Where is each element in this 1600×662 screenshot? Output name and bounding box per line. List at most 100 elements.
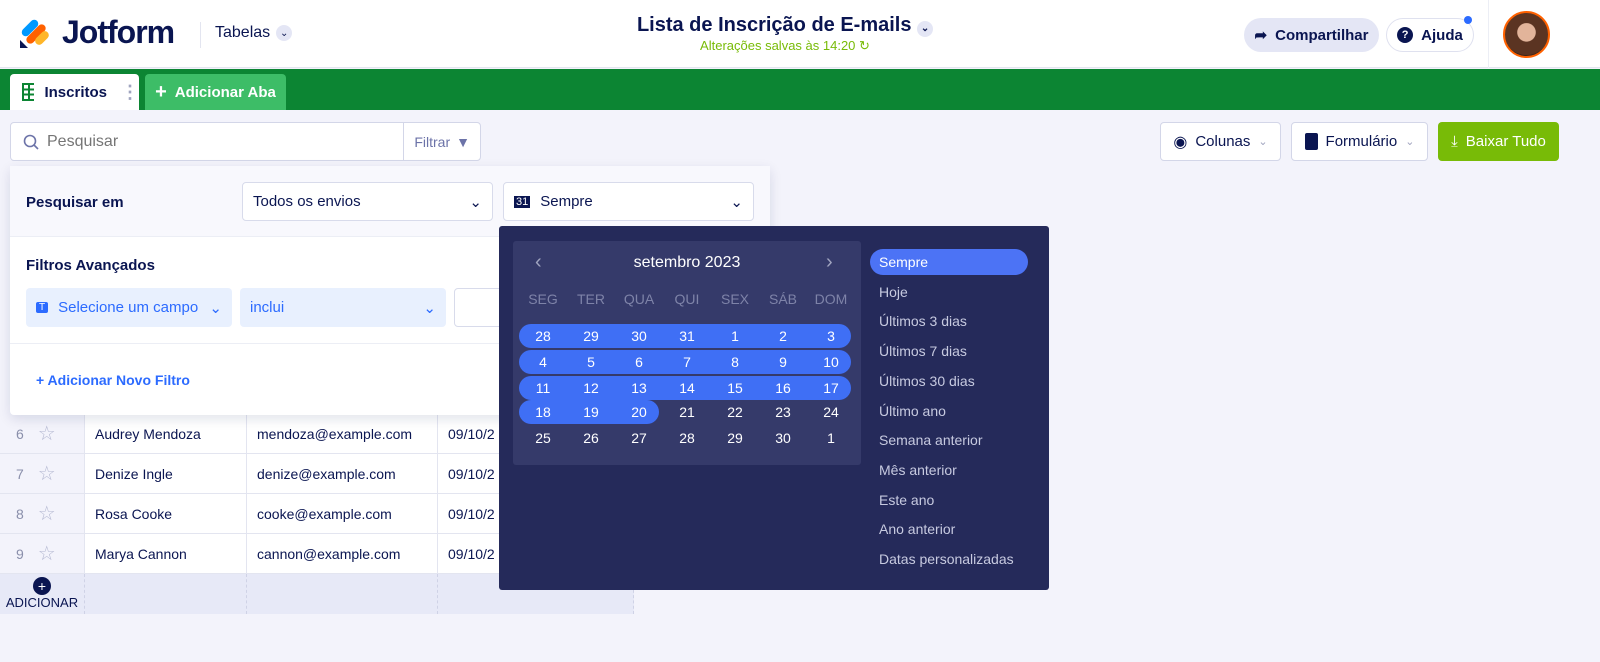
plus-icon: + bbox=[36, 372, 48, 388]
eye-icon: ◉ bbox=[1173, 133, 1188, 151]
calendar-day[interactable]: 23 bbox=[775, 404, 791, 420]
calendar-day[interactable]: 28 bbox=[535, 328, 551, 344]
operator-value: inclui bbox=[250, 299, 285, 316]
add-row-button[interactable]: + ADICIONAR bbox=[0, 574, 85, 614]
operator-select[interactable]: inclui ⌄ bbox=[240, 288, 446, 327]
search-input[interactable] bbox=[39, 132, 404, 151]
add-tab-label: Adicionar Aba bbox=[174, 83, 276, 101]
calendar-day[interactable]: 16 bbox=[775, 380, 791, 396]
calendar-day[interactable]: 2 bbox=[779, 328, 787, 344]
date-preset-option[interactable]: Últimos 7 dias bbox=[879, 343, 967, 360]
calendar-day[interactable]: 7 bbox=[683, 354, 691, 370]
calendar-day[interactable]: 13 bbox=[631, 380, 647, 396]
calendar-day[interactable]: 17 bbox=[823, 380, 839, 396]
calendar-day[interactable]: 22 bbox=[727, 404, 743, 420]
calendar-day[interactable]: 6 bbox=[635, 354, 643, 370]
form-button[interactable]: Formulário ⌄ bbox=[1291, 122, 1428, 161]
date-preset-option[interactable]: Últimos 3 dias bbox=[879, 313, 967, 330]
filter-button[interactable]: Filtrar ▼ bbox=[403, 123, 480, 160]
month-label: setembro 2023 bbox=[633, 254, 741, 271]
email-cell[interactable]: mendoza@example.com bbox=[247, 414, 438, 453]
tab-inscritos[interactable]: Inscritos ⋮ bbox=[10, 74, 139, 110]
calendar-day[interactable]: 11 bbox=[535, 380, 551, 396]
date-preset-option[interactable]: Semana anterior bbox=[879, 432, 983, 449]
add-row-label: ADICIONAR bbox=[5, 595, 79, 610]
calendar-day[interactable]: 1 bbox=[731, 328, 739, 344]
weekday-label: SÁB bbox=[768, 291, 797, 307]
product-switcher[interactable]: Tabelas ⌄ bbox=[215, 24, 293, 42]
date-range-select[interactable]: 31 Sempre ⌄ bbox=[503, 182, 754, 221]
calendar-day[interactable]: 20 bbox=[631, 404, 647, 420]
more-options-icon[interactable]: ⋮ bbox=[121, 82, 139, 102]
calendar-day[interactable]: 31 bbox=[679, 328, 695, 344]
avatar[interactable] bbox=[1503, 11, 1550, 58]
date-preset-option[interactable]: Últimos 30 dias bbox=[879, 372, 975, 389]
form-label: Formulário bbox=[1325, 133, 1398, 150]
name-cell[interactable]: Denize Ingle bbox=[85, 454, 247, 493]
calendar-day[interactable]: 29 bbox=[727, 430, 743, 446]
field-select[interactable]: T Selecione um campo ⌄ bbox=[26, 288, 232, 327]
date-preset-option[interactable]: Datas personalizadas bbox=[879, 551, 1014, 567]
add-filter-button[interactable]: + Adicionar Novo Filtro bbox=[36, 372, 190, 388]
star-icon[interactable]: ☆ bbox=[37, 503, 56, 525]
chevron-down-icon: ⌄ bbox=[276, 25, 293, 41]
email-cell[interactable]: cooke@example.com bbox=[247, 494, 438, 533]
calendar-day[interactable]: 8 bbox=[731, 354, 739, 370]
calendar-day[interactable]: 4 bbox=[539, 354, 547, 370]
calendar-day[interactable]: 26 bbox=[583, 430, 599, 446]
date-preset-option[interactable]: Sempre bbox=[870, 249, 1028, 275]
chevron-down-icon[interactable]: ⌄ bbox=[917, 20, 934, 37]
calendar-day[interactable]: 12 bbox=[583, 380, 599, 396]
calendar-day[interactable]: 30 bbox=[631, 328, 647, 344]
star-icon[interactable]: ☆ bbox=[37, 463, 56, 485]
calendar-day[interactable]: 27 bbox=[631, 430, 647, 446]
page-title[interactable]: Lista de Inscrição de E-mails ⌄ bbox=[0, 14, 1570, 37]
calendar-day[interactable]: 14 bbox=[679, 380, 695, 396]
search-in-label: Pesquisar em bbox=[26, 194, 124, 211]
logo-text[interactable]: Jotform bbox=[62, 14, 175, 50]
calendar-day[interactable]: 15 bbox=[727, 380, 743, 396]
calendar-day[interactable]: 21 bbox=[679, 404, 695, 420]
date-preset-option[interactable]: Hoje bbox=[879, 283, 908, 300]
date-preset-option[interactable]: Último ano bbox=[879, 402, 946, 419]
row-number-cell: 6 ☆ bbox=[0, 414, 85, 453]
table-grid-icon bbox=[22, 83, 35, 101]
add-tab-button[interactable]: + Adicionar Aba bbox=[145, 74, 286, 110]
download-all-button[interactable]: ⤓ Baixar Tudo bbox=[1438, 122, 1559, 161]
calendar-day[interactable]: 29 bbox=[583, 328, 599, 344]
name-cell[interactable]: Audrey Mendoza bbox=[85, 414, 247, 453]
calendar-day[interactable]: 10 bbox=[823, 354, 839, 370]
scope-value: Todos os envios bbox=[253, 193, 361, 210]
calendar-day[interactable]: 19 bbox=[583, 404, 599, 420]
calendar-day[interactable]: 1 bbox=[827, 430, 835, 446]
date-preset-option[interactable]: Este ano bbox=[879, 491, 935, 508]
table-row[interactable]: 9 ☆ Marya Cannon cannon@example.com 09/10… bbox=[0, 534, 634, 574]
email-cell[interactable]: cannon@example.com bbox=[247, 534, 438, 573]
download-label: Baixar Tudo bbox=[1465, 133, 1546, 150]
row-number: 7 bbox=[16, 465, 24, 482]
columns-button[interactable]: ◉ Colunas ⌄ bbox=[1160, 122, 1281, 161]
name-cell[interactable]: Rosa Cooke bbox=[85, 494, 247, 533]
name-cell[interactable]: Marya Cannon bbox=[85, 534, 247, 573]
calendar-day[interactable]: 30 bbox=[775, 430, 791, 446]
calendar-day[interactable]: 9 bbox=[779, 354, 787, 370]
jotform-logo-icon bbox=[20, 19, 49, 48]
star-icon[interactable]: ☆ bbox=[37, 423, 56, 445]
date-preset-option[interactable]: Mês anterior bbox=[879, 461, 957, 478]
scope-select[interactable]: Todos os envios ⌄ bbox=[242, 182, 493, 221]
calendar-day[interactable]: 28 bbox=[679, 430, 695, 446]
help-button[interactable]: ? Ajuda bbox=[1386, 18, 1474, 52]
star-icon[interactable]: ☆ bbox=[37, 543, 56, 565]
prev-month-icon[interactable]: ‹ bbox=[535, 251, 542, 273]
email-cell[interactable]: denize@example.com bbox=[247, 454, 438, 493]
selected-range bbox=[519, 400, 659, 424]
calendar-day[interactable]: 5 bbox=[587, 354, 595, 370]
calendar-day[interactable]: 25 bbox=[535, 430, 551, 446]
calendar-day[interactable]: 24 bbox=[823, 404, 839, 420]
date-preset-option[interactable]: Ano anterior bbox=[879, 521, 956, 538]
row-number: 9 bbox=[16, 545, 24, 562]
calendar-day[interactable]: 3 bbox=[827, 328, 835, 344]
next-month-icon[interactable]: › bbox=[826, 251, 833, 273]
calendar-day[interactable]: 18 bbox=[535, 404, 551, 420]
share-button[interactable]: ➦ Compartilhar bbox=[1244, 18, 1379, 52]
